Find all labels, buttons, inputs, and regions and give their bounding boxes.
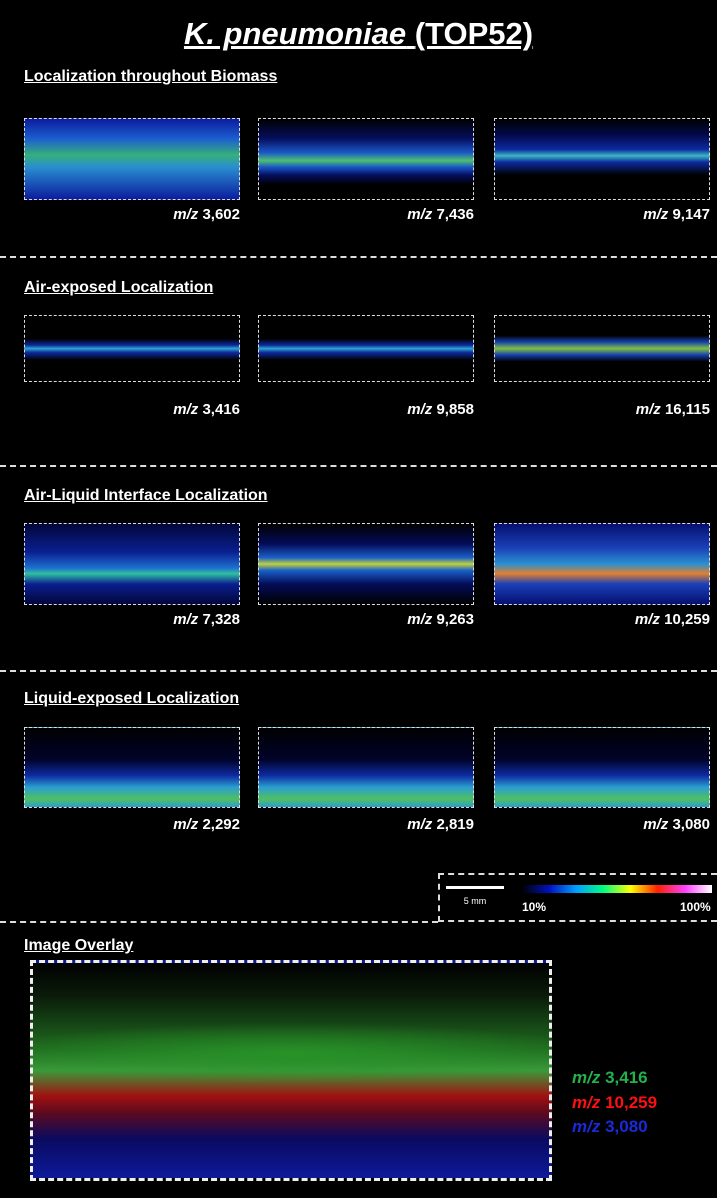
- image-label: m/z 9,858: [258, 401, 474, 418]
- unit: m/z: [407, 401, 432, 418]
- mz-value: 3,416: [605, 1068, 648, 1087]
- section-heading: Liquid-exposed Localization: [24, 690, 239, 708]
- unit: m/z: [407, 206, 432, 223]
- mz-value: 7,436: [436, 206, 474, 223]
- unit: m/z: [572, 1093, 600, 1112]
- legend-entry: m/z 10,259: [572, 1093, 657, 1113]
- mz-value: 2,819: [436, 816, 474, 833]
- ms-image: [24, 727, 240, 808]
- mz-value: 9,147: [672, 206, 710, 223]
- image-label: m/z 2,819: [258, 816, 474, 833]
- mz-value: 3,602: [202, 206, 240, 223]
- unit: m/z: [173, 816, 198, 833]
- section-heading: Image Overlay: [24, 937, 133, 955]
- ms-image: [24, 315, 240, 382]
- figure-title: K. pneumoniae (TOP52): [0, 16, 717, 52]
- ms-image: [24, 118, 240, 200]
- title-rest: (TOP52): [415, 16, 533, 51]
- image-label: m/z 7,436: [258, 206, 474, 223]
- unit: m/z: [173, 611, 198, 628]
- unit: m/z: [572, 1117, 600, 1136]
- unit: m/z: [636, 401, 661, 418]
- mz-value: 9,858: [436, 401, 474, 418]
- overlay-image: [30, 960, 552, 1181]
- unit: m/z: [635, 611, 660, 628]
- section-heading: Air-Liquid Interface Localization: [24, 487, 268, 505]
- section-heading: Air-exposed Localization: [24, 279, 213, 297]
- legend-entry: m/z 3,416: [572, 1068, 648, 1088]
- separator: [0, 465, 717, 467]
- ms-image: [258, 523, 474, 605]
- image-label: m/z 9,147: [494, 206, 710, 223]
- scale-bar: [446, 886, 504, 889]
- mz-value: 10,259: [605, 1093, 657, 1112]
- mz-value: 2,292: [202, 816, 240, 833]
- colorbar: [522, 885, 712, 893]
- mz-value: 10,259: [664, 611, 710, 628]
- ms-image: [258, 118, 474, 200]
- ms-image: [24, 523, 240, 605]
- title-italic: K. pneumoniae: [184, 16, 406, 51]
- unit: m/z: [572, 1068, 600, 1087]
- image-label: m/z 3,080: [494, 816, 710, 833]
- unit: m/z: [407, 611, 432, 628]
- separator: [0, 921, 438, 923]
- image-label: m/z 16,115: [494, 401, 710, 418]
- page: K. pneumoniae (TOP52) Localization throu…: [0, 0, 717, 1198]
- mz-value: 3,080: [605, 1117, 648, 1136]
- unit: m/z: [173, 401, 198, 418]
- ms-image: [258, 315, 474, 382]
- ms-image: [494, 315, 710, 382]
- image-label: m/z 2,292: [24, 816, 240, 833]
- colorbar-min: 10%: [522, 900, 546, 914]
- legend-entry: m/z 3,080: [572, 1117, 648, 1137]
- scale-bar-label: 5 mm: [446, 896, 504, 906]
- image-label: m/z 3,602: [24, 206, 240, 223]
- mz-value: 3,416: [202, 401, 240, 418]
- image-label: m/z 3,416: [24, 401, 240, 418]
- mz-value: 3,080: [672, 816, 710, 833]
- image-label: m/z 7,328: [24, 611, 240, 628]
- colorbar-max: 100%: [680, 900, 711, 914]
- mz-value: 9,263: [436, 611, 474, 628]
- unit: m/z: [407, 816, 432, 833]
- unit: m/z: [173, 206, 198, 223]
- ms-image: [258, 727, 474, 808]
- ms-image: [494, 118, 710, 200]
- separator: [0, 256, 717, 258]
- image-label: m/z 9,263: [258, 611, 474, 628]
- ms-image: [494, 727, 710, 808]
- unit: m/z: [643, 206, 668, 223]
- mz-value: 16,115: [665, 401, 710, 418]
- unit: m/z: [643, 816, 668, 833]
- separator: [0, 670, 717, 672]
- section-heading: Localization throughout Biomass: [24, 68, 277, 86]
- mz-value: 7,328: [202, 611, 240, 628]
- image-label: m/z 10,259: [494, 611, 710, 628]
- ms-image: [494, 523, 710, 605]
